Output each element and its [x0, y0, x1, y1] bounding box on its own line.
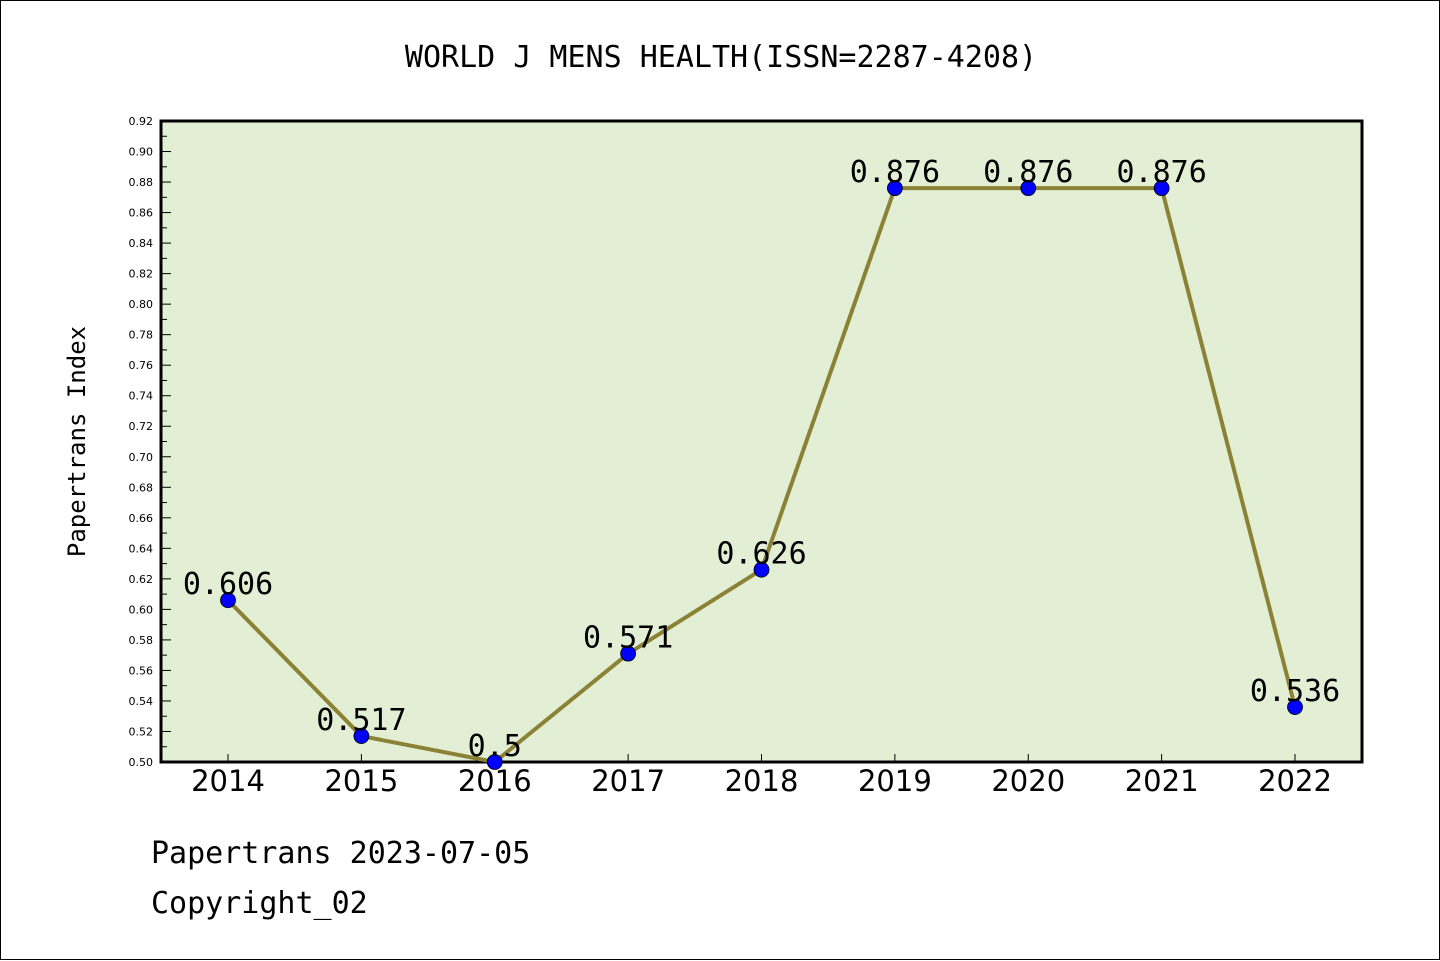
data-point — [886, 180, 903, 197]
y-tick-label: 0.62 — [129, 573, 154, 586]
y-tick-label: 0.68 — [129, 481, 154, 494]
y-axis-label: Papertrans Index — [63, 326, 91, 557]
plot-area — [161, 121, 1362, 762]
y-tick-label: 0.64 — [129, 542, 154, 555]
data-point — [1153, 180, 1170, 197]
data-label: 0.876 — [1116, 155, 1206, 190]
data-label: 0.5 — [468, 729, 522, 764]
y-tick-label: 0.82 — [129, 268, 154, 281]
data-label: 0.606 — [183, 567, 273, 602]
data-point — [220, 592, 236, 609]
x-tick-label: 2019 — [858, 764, 932, 798]
x-tick-label: 2022 — [1258, 764, 1332, 798]
data-point — [753, 561, 770, 578]
y-tick-label: 0.50 — [129, 756, 154, 769]
x-tick-label: 2017 — [591, 764, 665, 798]
data-label: 0.876 — [850, 155, 940, 190]
y-tick-label: 0.54 — [129, 695, 154, 708]
footer-date: Papertrans 2023-07-05 — [151, 836, 531, 871]
y-tick-label: 0.74 — [129, 390, 154, 403]
x-tick-label: 2020 — [991, 764, 1065, 798]
y-tick-label: 0.78 — [129, 329, 154, 342]
data-label: 0.517 — [316, 703, 406, 738]
y-tick-label: 0.52 — [129, 725, 154, 738]
data-point — [486, 754, 503, 770]
y-tick-label: 0.86 — [129, 207, 154, 220]
data-label: 0.536 — [1250, 674, 1340, 709]
data-label: 0.626 — [716, 537, 806, 572]
y-tick-label: 0.80 — [129, 298, 154, 311]
y-tick-label: 0.60 — [129, 603, 154, 616]
data-point — [1020, 180, 1037, 197]
data-label: 0.876 — [983, 155, 1073, 190]
chart-title: WORLD J MENS HEALTH(ISSN=2287-4208) — [405, 40, 1037, 75]
x-tick-label: 2014 — [191, 764, 265, 798]
y-tick-label: 0.66 — [129, 512, 154, 525]
data-point — [1287, 699, 1303, 715]
x-tick-label: 2021 — [1125, 764, 1199, 798]
y-tick-label: 0.70 — [129, 451, 154, 464]
y-tick-label: 0.92 — [129, 115, 154, 128]
y-tick-label: 0.88 — [129, 176, 154, 189]
y-tick-label: 0.84 — [129, 237, 154, 250]
y-tick-label: 0.76 — [129, 359, 154, 372]
x-tick-label: 2015 — [324, 764, 398, 798]
data-label: 0.571 — [583, 621, 673, 656]
data-point — [353, 728, 370, 744]
y-tick-label: 0.58 — [129, 634, 154, 647]
y-tick-label: 0.72 — [129, 420, 154, 433]
data-point — [620, 645, 637, 662]
y-tick-label: 0.56 — [129, 664, 154, 677]
x-tick-label: 2018 — [725, 764, 799, 798]
y-tick-label: 0.90 — [129, 146, 154, 159]
footer-copyright: Copyright_02 — [151, 886, 368, 921]
